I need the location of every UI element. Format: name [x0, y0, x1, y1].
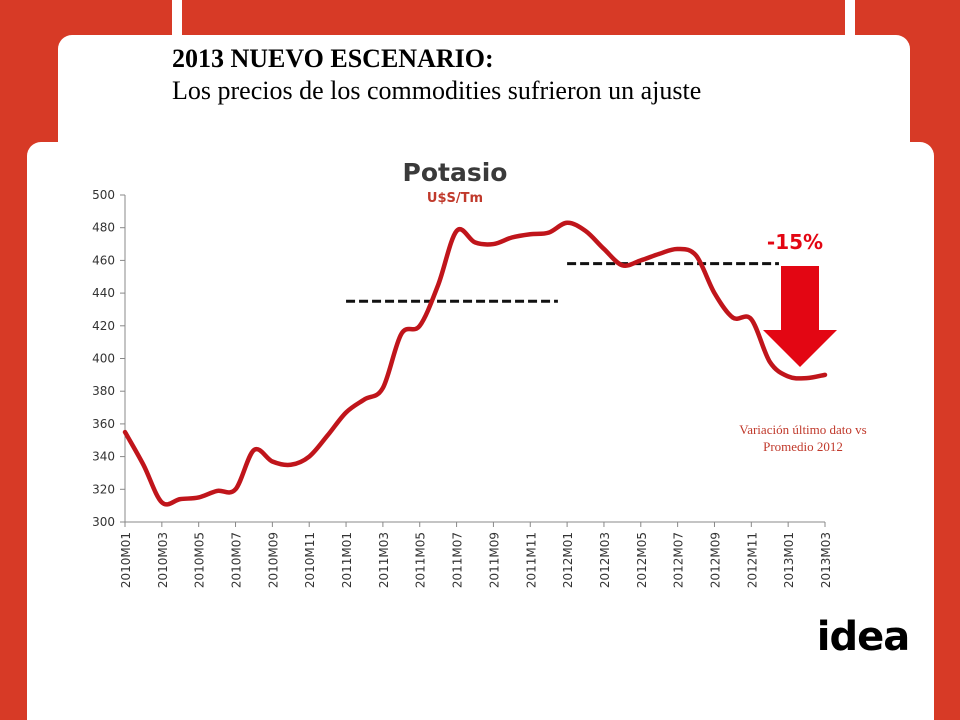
x-tick-label: 2010M01	[119, 532, 133, 588]
x-tick-label: 2010M09	[266, 532, 280, 588]
x-tick-label: 2011M05	[414, 532, 428, 588]
chart-panel	[27, 142, 934, 720]
x-tick-label: 2010M11	[303, 532, 317, 588]
reference-lines	[346, 262, 779, 303]
x-tick-label: 2010M03	[156, 532, 170, 588]
x-tick-label: 2012M01	[561, 532, 575, 588]
x-tick-label: 2010M07	[230, 532, 244, 588]
slide-heading: 2013 NUEVO ESCENARIO: Los precios de los…	[172, 43, 701, 107]
top-right-strip	[845, 0, 855, 35]
data-point	[658, 253, 660, 255]
data-point	[400, 333, 402, 335]
data-point	[290, 464, 292, 466]
y-tick-label: 380	[92, 384, 115, 398]
heading-line-2: Los precios de los commodities sufrieron…	[172, 76, 702, 105]
data-point	[695, 254, 697, 256]
y-tick-label: 320	[92, 482, 115, 496]
data-point	[603, 248, 605, 250]
x-tick-label: 2011M11	[524, 532, 538, 588]
data-point	[437, 284, 439, 286]
x-tick-label: 2012M05	[635, 532, 649, 588]
svg-text:idea: idea	[817, 616, 909, 654]
x-tick-label: 2012M09	[708, 532, 722, 588]
x-tick-label: 2011M03	[377, 532, 391, 588]
data-point	[142, 464, 144, 466]
data-point	[621, 264, 623, 266]
y-tick-label: 420	[92, 319, 115, 333]
data-point	[806, 377, 808, 379]
data-point	[511, 237, 513, 239]
data-point	[327, 434, 329, 436]
potasio-price-line	[122, 220, 828, 507]
x-tick-label: 2010M05	[193, 532, 207, 588]
data-point	[769, 361, 771, 363]
x-tick-label: 2012M03	[598, 532, 612, 588]
x-tick-label: 2011M09	[487, 532, 501, 588]
data-point	[548, 232, 550, 234]
y-tick-label: 300	[92, 515, 115, 529]
data-point	[198, 496, 200, 498]
data-point	[824, 374, 826, 376]
variation-note: Variación último dato vs Promedio 2012	[739, 422, 867, 454]
heading-line-1: 2013 NUEVO ESCENARIO:	[172, 44, 494, 73]
top-left-strip	[172, 0, 182, 35]
data-point	[640, 259, 642, 261]
x-tick-label: 2012M11	[745, 532, 759, 588]
change-annotation: -15%	[763, 230, 837, 367]
data-point	[732, 317, 734, 319]
change-label: -15%	[767, 230, 823, 254]
y-tick-label: 360	[92, 417, 115, 431]
data-point	[677, 248, 679, 250]
data-point	[308, 456, 310, 458]
data-point	[382, 387, 384, 389]
chart-title: Potasio	[403, 158, 508, 187]
x-tick-label: 2012M07	[672, 532, 686, 588]
data-point	[253, 449, 255, 451]
idea-logo: idea	[817, 616, 910, 654]
x-tick-label: 2011M01	[340, 532, 354, 588]
data-point	[124, 431, 126, 433]
data-point	[363, 398, 365, 400]
data-point	[456, 230, 458, 232]
x-tick-label: 2011M07	[451, 532, 465, 588]
chart-axes: 300 320 340 360 380 400 420 440 460 480 500 2010M01…	[92, 188, 833, 588]
y-tick-label: 440	[92, 286, 115, 300]
data-point	[179, 498, 181, 500]
y-tick-label: 460	[92, 253, 115, 267]
data-point	[713, 292, 715, 294]
title-panel	[58, 35, 910, 160]
data-point	[345, 411, 347, 413]
y-tick-label: 400	[92, 352, 115, 366]
data-point	[216, 490, 218, 492]
data-point	[271, 461, 273, 463]
chart-subtitle: U$S/Tm	[427, 191, 483, 206]
series-line	[122, 220, 828, 507]
data-point	[235, 488, 237, 490]
data-point	[419, 325, 421, 327]
x-tick-label: 2013M01	[782, 532, 796, 588]
data-point	[161, 501, 163, 503]
data-point	[529, 233, 531, 235]
data-point	[750, 318, 752, 320]
data-point	[474, 241, 476, 243]
y-tick-label: 340	[92, 450, 115, 464]
y-tick-label: 480	[92, 221, 115, 235]
data-point	[787, 375, 789, 377]
data-point	[566, 222, 568, 224]
down-arrow-icon	[763, 266, 837, 367]
y-tick-label: 500	[92, 188, 115, 202]
x-tick-label: 2013M03	[819, 532, 833, 588]
data-point	[585, 230, 587, 232]
data-point	[492, 243, 494, 245]
